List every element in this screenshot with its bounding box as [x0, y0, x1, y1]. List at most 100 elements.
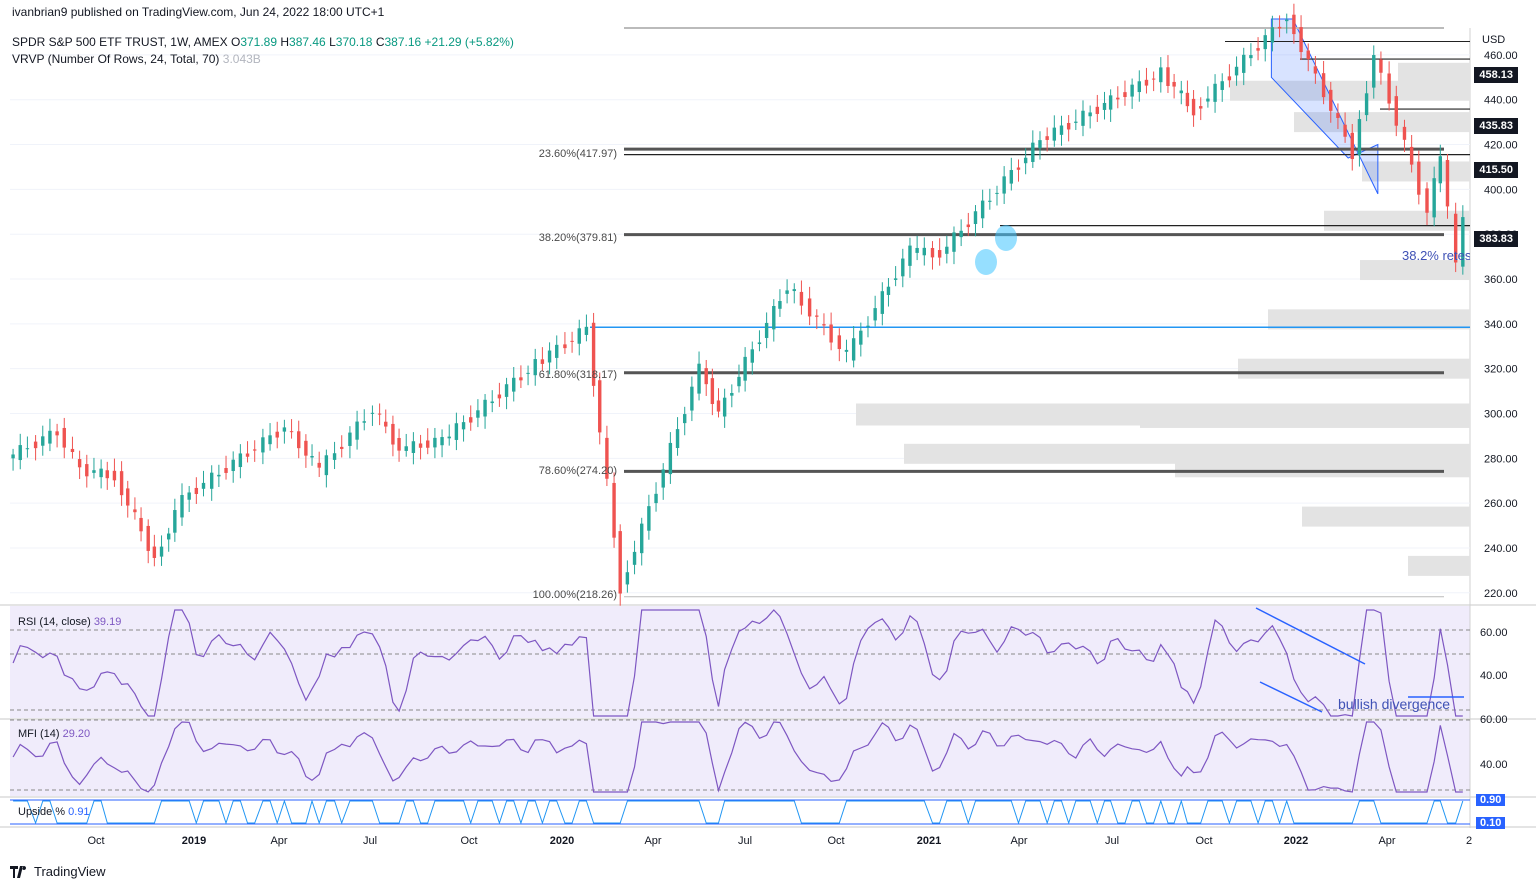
candle-body	[268, 435, 272, 445]
candle-body	[1199, 106, 1203, 109]
mfi-axis-60: 60.00	[1480, 714, 1508, 726]
y-tick-label: 260.00	[1484, 498, 1518, 510]
candle-body	[915, 247, 919, 253]
candle-body	[224, 468, 228, 473]
candle-body	[1137, 81, 1141, 93]
candle-body	[133, 509, 137, 513]
candle-body	[297, 431, 301, 449]
candle-body	[194, 487, 199, 495]
candle-body	[397, 437, 401, 451]
candle-body	[1023, 157, 1028, 164]
close-label: C	[375, 35, 385, 49]
candle-body	[1336, 113, 1340, 118]
candle-body	[859, 330, 863, 345]
candle-body	[70, 448, 75, 453]
rsi-axis-60: 60.00	[1480, 627, 1508, 639]
candle-body	[778, 301, 782, 309]
candle-body	[119, 471, 124, 496]
candle-body	[1292, 14, 1296, 35]
mfi-name[interactable]: MFI (14)	[18, 728, 60, 740]
vrvp-label[interactable]: VRVP (Number Of Rows, 24, Total, 70)	[12, 52, 220, 66]
candle-body	[231, 459, 235, 472]
candle-body	[418, 443, 423, 448]
fib-label-236: 23.60%(417.97)	[538, 148, 617, 160]
candle-body	[1213, 83, 1217, 102]
candle-body	[880, 291, 885, 314]
candle-body	[1313, 66, 1318, 74]
candle-body	[1343, 124, 1347, 137]
candle-body	[25, 448, 30, 450]
candle-body	[476, 410, 480, 418]
upside-value: 0.91	[68, 806, 90, 818]
candle-body	[469, 417, 473, 423]
candle-body	[743, 356, 747, 381]
price-tag-383: 383.83	[1474, 231, 1518, 247]
candle-body	[377, 413, 382, 415]
candle-body	[1185, 92, 1190, 107]
candle-body	[1227, 76, 1232, 81]
divergence-annotation: bullish divergence	[1338, 696, 1451, 712]
candle-body	[799, 291, 804, 306]
volume-profile-bar	[1324, 210, 1470, 231]
candle-body	[675, 429, 680, 449]
candle-body	[166, 533, 171, 540]
candle-body	[92, 470, 96, 473]
candle-body	[945, 246, 949, 254]
candle-body	[1263, 35, 1267, 50]
x-tick-label: Apr	[1010, 835, 1028, 847]
highlight-circle	[995, 225, 1017, 251]
candle-body	[1220, 81, 1224, 90]
upside-name[interactable]: Upside %	[18, 806, 66, 818]
footer-brand: TradingView	[34, 864, 106, 879]
candle-body	[1179, 90, 1183, 94]
upside-tag-low: 0.10	[1476, 817, 1506, 829]
candle-body	[18, 445, 22, 461]
low-label: L	[329, 35, 336, 49]
candle-body	[173, 510, 177, 533]
x-tick-label: 2020	[549, 835, 575, 847]
mfi-label: MFI (14) 29.20	[18, 728, 90, 740]
rsi-trendline-down	[1255, 607, 1366, 665]
price-tag-435: 435.83	[1474, 118, 1518, 134]
rsi-label: RSI (14, close) 39.19	[18, 616, 121, 628]
x-tick-label: Jul	[362, 835, 378, 847]
candle-body	[750, 349, 754, 363]
candle-body	[1350, 132, 1354, 160]
symbol-name[interactable]: SPDR S&P 500 ETF TRUST, 1W, AMEX	[12, 35, 228, 49]
candle-body	[995, 192, 999, 194]
x-tick-label: Oct	[1195, 835, 1213, 847]
candle-body	[1144, 79, 1149, 86]
rsi-value: 39.19	[93, 616, 122, 628]
fib-label-786: 78.60%(274.20)	[538, 465, 617, 477]
candle-body	[1123, 92, 1127, 98]
candle-body	[1116, 97, 1120, 100]
candle-body	[512, 377, 516, 392]
open-value: 371.89	[240, 35, 278, 49]
candle-body	[1425, 188, 1429, 213]
candle-body	[815, 315, 819, 317]
x-tick-label: 2019	[181, 835, 207, 847]
candle-body	[980, 200, 985, 219]
candle-body	[988, 200, 992, 202]
candle-body	[605, 437, 609, 479]
tradingview-logo[interactable]: TradingView	[10, 864, 106, 879]
candle-body	[48, 430, 52, 444]
candle-body	[426, 440, 430, 448]
candle-body	[519, 377, 523, 381]
candle-body	[1009, 170, 1014, 184]
candle-body	[764, 322, 769, 338]
y-tick-label: 240.00	[1484, 543, 1518, 555]
candle-body	[540, 359, 545, 364]
candle-body	[647, 506, 651, 531]
currency-label[interactable]: USD	[1482, 34, 1506, 46]
candle-body	[370, 412, 375, 414]
candle-body	[737, 376, 741, 387]
rsi-name[interactable]: RSI (14, close)	[18, 616, 91, 628]
candle-body	[447, 436, 451, 439]
candle-body	[661, 469, 665, 488]
candle-body	[1409, 146, 1414, 165]
x-tick-label: 2	[1465, 835, 1473, 847]
y-tick-label: 220.00	[1484, 588, 1518, 600]
candle-body	[1172, 81, 1176, 87]
